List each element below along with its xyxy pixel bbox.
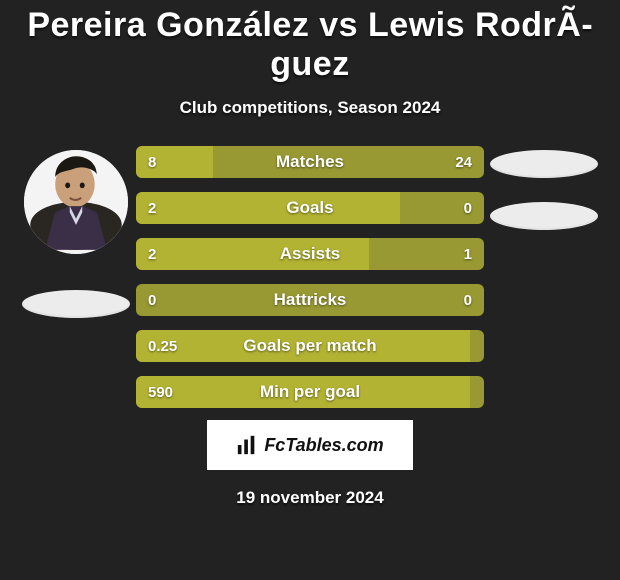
stat-value-right: 24 (455, 146, 472, 178)
right-club-badge-2 (490, 202, 598, 230)
stat-label: Matches (136, 146, 484, 178)
comparison-card: Pereira González vs Lewis RodrÃ­guez Clu… (0, 0, 620, 508)
stat-bar-gpm: 0.25 Goals per match (136, 330, 484, 362)
left-player-column (16, 146, 136, 318)
stat-bar-matches: 8 Matches 24 (136, 146, 484, 178)
brand-text: FcTables.com (264, 435, 383, 456)
left-club-badge (22, 290, 130, 318)
right-player-column (484, 146, 604, 230)
bar-chart-icon (236, 434, 258, 456)
left-player-avatar (24, 150, 128, 254)
stat-value-right: 1 (464, 238, 472, 270)
stat-bar-hattricks: 0 Hattricks 0 (136, 284, 484, 316)
right-club-badge-1 (490, 150, 598, 178)
person-icon (24, 150, 128, 254)
stat-bar-goals: 2 Goals 0 (136, 192, 484, 224)
brand-badge: FcTables.com (207, 420, 413, 470)
stat-value-right: 0 (464, 192, 472, 224)
stat-label: Hattricks (136, 284, 484, 316)
stat-label: Assists (136, 238, 484, 270)
stat-value-right: 0 (464, 284, 472, 316)
page-title: Pereira González vs Lewis RodrÃ­guez (0, 6, 620, 84)
date-text: 19 november 2024 (236, 488, 383, 508)
page-subtitle: Club competitions, Season 2024 (180, 98, 441, 118)
stat-bar-assists: 2 Assists 1 (136, 238, 484, 270)
stat-label: Goals (136, 192, 484, 224)
stat-label: Min per goal (136, 376, 484, 408)
main-row: 8 Matches 24 2 Goals 0 2 Assists 1 (0, 146, 620, 408)
stats-bars: 8 Matches 24 2 Goals 0 2 Assists 1 (136, 146, 484, 408)
stat-bar-minpg: 590 Min per goal (136, 376, 484, 408)
stat-label: Goals per match (136, 330, 484, 362)
